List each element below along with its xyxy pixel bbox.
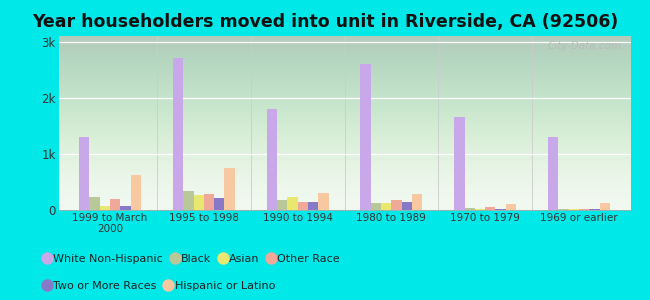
Bar: [370, 203, 381, 210]
Text: Year householders moved into unit in Riverside, CA (92506): Year householders moved into unit in Riv…: [32, 14, 618, 32]
Bar: [412, 194, 423, 210]
Bar: [214, 198, 224, 210]
Legend: Two or More Races, Hispanic or Latino: Two or More Races, Hispanic or Latino: [45, 281, 275, 291]
Bar: [569, 209, 579, 210]
Bar: [204, 194, 214, 210]
Bar: [194, 195, 204, 210]
Bar: [120, 206, 131, 210]
Bar: [590, 209, 599, 210]
Bar: [266, 109, 277, 210]
Bar: [131, 175, 141, 210]
Bar: [308, 202, 318, 210]
Bar: [110, 199, 120, 210]
Bar: [495, 209, 506, 210]
Bar: [548, 137, 558, 210]
Bar: [277, 200, 287, 210]
Bar: [381, 203, 391, 210]
Bar: [318, 193, 328, 210]
Bar: [79, 137, 90, 210]
Bar: [506, 204, 516, 210]
Bar: [465, 208, 475, 210]
Legend: White Non-Hispanic, Black, Asian, Other Race: White Non-Hispanic, Black, Asian, Other …: [45, 254, 340, 264]
Bar: [454, 117, 465, 210]
Bar: [485, 207, 495, 210]
Bar: [287, 197, 298, 210]
Bar: [99, 206, 110, 210]
Bar: [90, 197, 99, 210]
Bar: [173, 58, 183, 210]
Bar: [298, 202, 308, 210]
Bar: [475, 209, 485, 210]
Bar: [361, 64, 370, 210]
Bar: [579, 209, 590, 210]
Bar: [402, 202, 412, 210]
Bar: [183, 191, 194, 210]
Bar: [599, 203, 610, 210]
Bar: [558, 209, 569, 210]
Bar: [391, 200, 402, 210]
Bar: [224, 168, 235, 210]
Text: City-Data.com: City-Data.com: [548, 41, 622, 51]
